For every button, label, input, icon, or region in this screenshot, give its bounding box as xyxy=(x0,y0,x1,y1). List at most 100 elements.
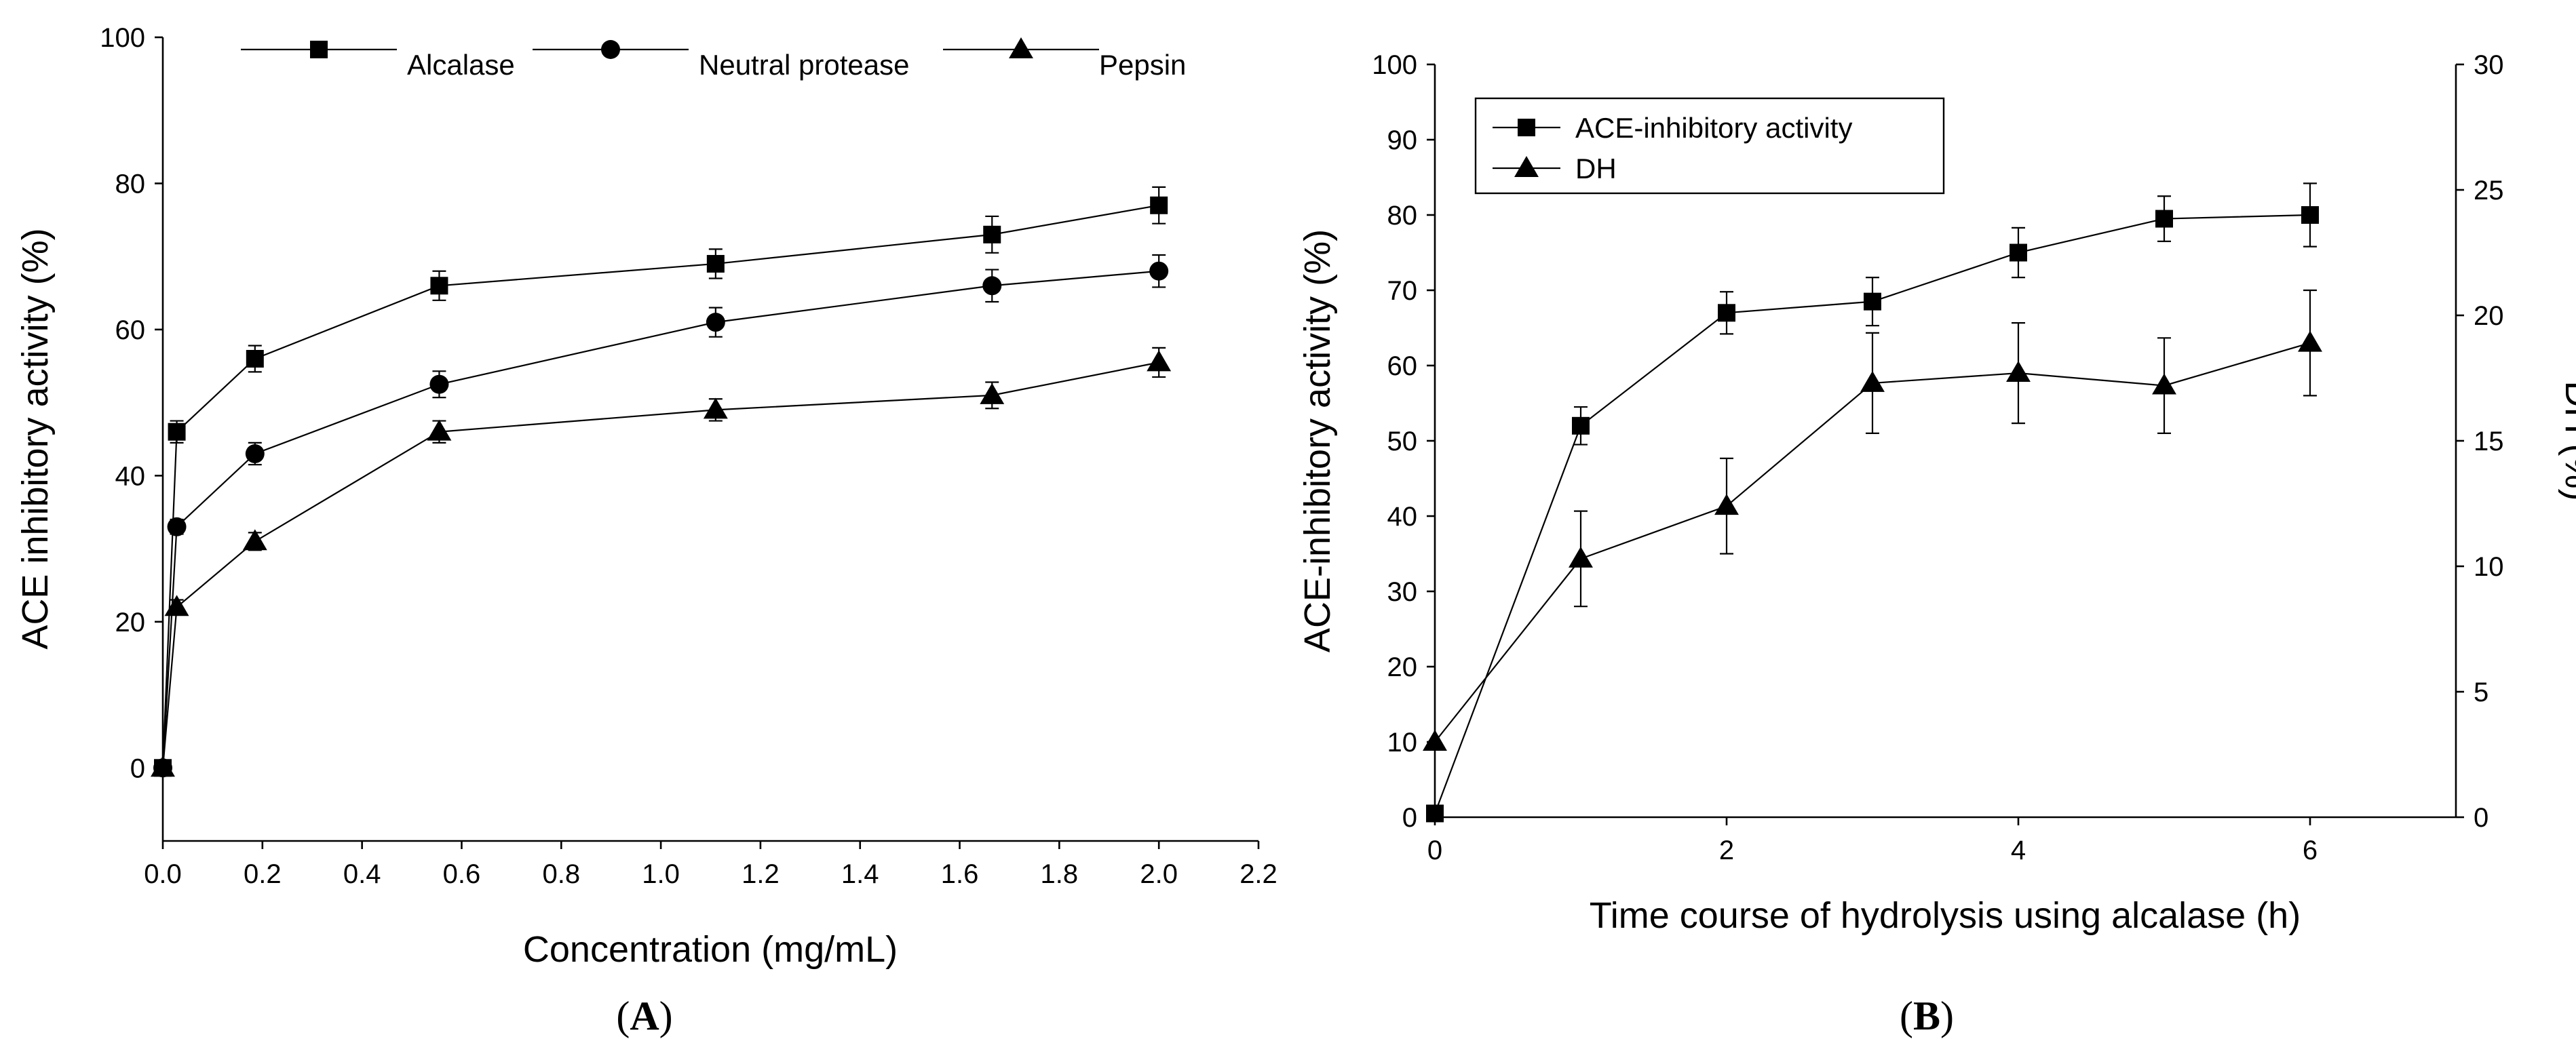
chart-a-legend-marker-alcalase xyxy=(310,41,328,58)
chart-b-ytick-label: 20 xyxy=(1387,652,1418,682)
chart-b-legend-label-ace-inhibitory-activity: ACE-inhibitory activity xyxy=(1575,112,1852,144)
chart-b-legend-marker-dh xyxy=(1514,156,1539,177)
chart-a-xtick-label: 0.8 xyxy=(542,859,580,889)
chart-a-point-alcalase xyxy=(430,277,448,295)
chart-a-point-neutral-protease xyxy=(1149,261,1169,281)
chart-a-series-line-neutral-protease xyxy=(161,270,1159,768)
chart-b-panel-letter: B xyxy=(1913,994,1940,1038)
chart-a-xtick-label: 0.0 xyxy=(144,859,182,889)
chart-a-xtick-label: 1.2 xyxy=(742,859,780,889)
chart-a-xtick-label: 1.4 xyxy=(841,859,879,889)
chart-b-legend-marker-ace-inhibitory-activity xyxy=(1518,119,1535,136)
chart-a-panel-paren-close: ) xyxy=(659,994,673,1038)
chart-a-legend-label-pepsin: Pepsin xyxy=(1099,49,1186,81)
chart-b-point-dh xyxy=(2006,361,2031,382)
chart-b-y2tick-label: 20 xyxy=(2474,301,2504,331)
chart-b: 0 2 4 6 0 10 20 30 40 50 60 70 80 90 100 0 5 10 15 20 25 30… xyxy=(1297,50,2576,1038)
chart-a-legend-label-neutral-protease: Neutral protease xyxy=(699,49,910,81)
chart-b-point-dh xyxy=(1569,546,1593,568)
chart-a-point-neutral-protease xyxy=(167,517,187,536)
chart-b-point-ace-inhibitory-activity xyxy=(1718,304,1735,322)
chart-a-point-pepsin xyxy=(164,595,189,616)
chart-a-y-label: ACE inhibitory activity (%) xyxy=(15,228,56,649)
chart-b-legend-label-dh: DH xyxy=(1575,153,1617,184)
chart-b-xtick-label: 0 xyxy=(1427,836,1442,865)
chart-b-xtick-label: 6 xyxy=(2303,836,2318,865)
chart-a-legend-label-alcalase: Alcalase xyxy=(407,49,515,81)
chart-a-legend-marker-pepsin xyxy=(1009,37,1033,58)
chart-b-point-ace-inhibitory-activity xyxy=(1864,292,1881,311)
chart-b-ytick-label: 100 xyxy=(1372,50,1417,80)
chart-a-point-pepsin xyxy=(242,529,267,551)
chart-a-ytick-label: 0 xyxy=(130,753,145,783)
chart-a-legend: Alcalase Neutral protease Pepsin xyxy=(241,37,1186,81)
chart-a-point-pepsin xyxy=(980,382,1005,404)
chart-a-point-pepsin xyxy=(1147,350,1172,372)
chart-b-point-dh xyxy=(2152,373,2176,395)
chart-b-ytick-label: 40 xyxy=(1387,502,1418,532)
chart-b-ytick-label: 70 xyxy=(1387,276,1418,306)
chart-b-ytick-label: 80 xyxy=(1387,201,1418,231)
chart-b-y2tick-label: 5 xyxy=(2474,678,2488,707)
chart-a-point-neutral-protease xyxy=(245,444,265,464)
chart-b-ytick-label: 60 xyxy=(1387,351,1418,381)
chart-a-ytick-label: 60 xyxy=(115,315,146,345)
chart-a-point-neutral-protease xyxy=(706,313,725,332)
chart-a-point-alcalase xyxy=(246,350,264,368)
chart-a: 0.0 0.2 0.4 0.6 0.8 1.0 1.2 1.4 1.6 1.8 2.0 2.2 0 20… xyxy=(15,23,1277,1038)
chart-b-point-ace-inhibitory-activity xyxy=(1426,804,1444,823)
chart-b-point-dh xyxy=(2298,330,2322,352)
chart-a-point-pepsin xyxy=(427,419,452,441)
chart-b-point-ace-inhibitory-activity xyxy=(2155,210,2173,228)
chart-a-ytick-label: 80 xyxy=(115,169,146,199)
chart-a-panel-paren-open: ( xyxy=(616,994,630,1038)
chart-b-xtick-label: 2 xyxy=(1719,836,1734,865)
chart-b-ytick-label: 0 xyxy=(1402,803,1417,833)
chart-a-panel-letter: A xyxy=(630,994,659,1038)
chart-b-legend-box xyxy=(1474,97,1945,195)
chart-b-ytick-label: 30 xyxy=(1387,577,1418,607)
chart-a-series-line-alcalase xyxy=(161,204,1159,768)
chart-a-legend-marker-neutral-protease xyxy=(601,40,620,59)
chart-a-xtick-label: 1.6 xyxy=(941,859,979,889)
chart-a-xtick-label: 1.0 xyxy=(642,859,680,889)
chart-a-x-label: Concentration (mg/mL) xyxy=(523,929,898,970)
chart-b-y2tick-label: 15 xyxy=(2474,427,2504,456)
chart-b-point-dh xyxy=(1714,494,1739,515)
chart-b-ytick-label: 10 xyxy=(1387,728,1418,758)
chart-a-point-neutral-protease xyxy=(982,276,1002,296)
chart-a-series-line-pepsin xyxy=(161,361,1159,768)
chart-b-legend: ACE-inhibitory activity DH xyxy=(1474,97,1945,195)
chart-a-point-alcalase xyxy=(168,423,186,441)
chart-b-point-dh xyxy=(1423,730,1447,751)
chart-b-point-ace-inhibitory-activity xyxy=(2301,206,2319,224)
chart-b-y2tick-label: 10 xyxy=(2474,552,2504,582)
chart-a-panel-label: (A) xyxy=(616,994,672,1038)
chart-b-y2tick-label: 25 xyxy=(2474,176,2504,205)
chart-a-point-alcalase xyxy=(706,254,725,273)
chart-a-point-alcalase xyxy=(1150,196,1168,214)
chart-b-y2tick-label: 0 xyxy=(2474,803,2488,833)
chart-a-point-pepsin xyxy=(703,397,728,419)
chart-b-ytick-label: 90 xyxy=(1387,125,1418,155)
chart-a-xtick-label: 0.2 xyxy=(244,859,282,889)
chart-a-point-pepsin xyxy=(151,755,175,777)
chart-a-xtick-label: 2.2 xyxy=(1239,859,1277,889)
chart-b-point-dh xyxy=(1860,370,1885,392)
chart-b-y2-label: DH (%) xyxy=(2558,381,2576,501)
chart-a-ytick-label: 20 xyxy=(115,608,146,637)
chart-a-ytick-label: 100 xyxy=(100,23,145,53)
chart-a-point-alcalase xyxy=(983,225,1001,243)
chart-b-panel-paren-close: ) xyxy=(1940,994,1954,1038)
chart-a-xtick-label: 2.0 xyxy=(1140,859,1178,889)
chart-b-point-ace-inhibitory-activity xyxy=(1572,416,1590,435)
chart-b-point-ace-inhibitory-activity xyxy=(2010,243,2027,262)
chart-b-panel-label: (B) xyxy=(1900,994,1954,1038)
chart-a-xtick-label: 0.6 xyxy=(443,859,481,889)
chart-b-y-label: ACE-inhibitory activity (%) xyxy=(1297,229,1338,652)
chart-b-ytick-label: 50 xyxy=(1387,427,1418,456)
chart-b-panel-paren-open: ( xyxy=(1900,994,1913,1038)
chart-b-x-label: Time course of hydrolysis using alcalase… xyxy=(1590,895,2301,936)
chart-a-point-neutral-protease xyxy=(429,374,449,394)
